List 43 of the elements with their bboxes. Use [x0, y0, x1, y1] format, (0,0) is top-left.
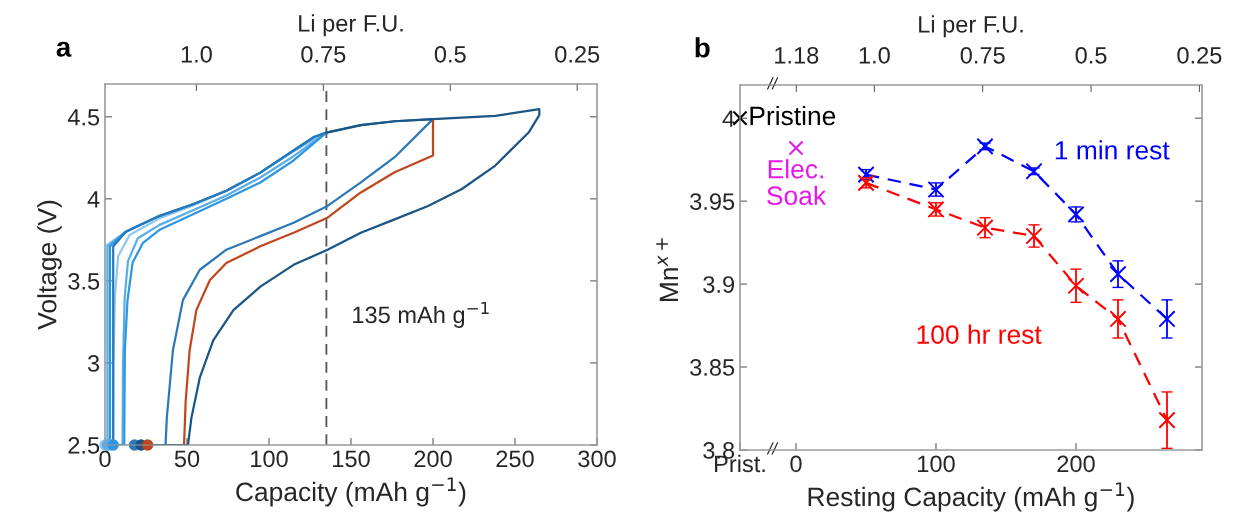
y-tick-label: 3.9	[703, 276, 735, 293]
x-axis-title: Capacity (mAh g$^{−1}$)	[236, 477, 466, 507]
x-tick-label: 150	[333, 450, 370, 468]
x-tick-label: 250	[496, 450, 534, 468]
x2-tick-label: 0.5	[1075, 46, 1107, 64]
y-axis-title: Voltage (V)	[37, 200, 62, 330]
series-label: Elec. Soak	[767, 159, 827, 206]
x-tick-label: 0	[790, 455, 802, 473]
y-axis-title: Mn$^{x+}$	[656, 238, 678, 301]
annotation: //	[766, 77, 779, 90]
chart-title: b	[695, 37, 710, 58]
series-label: 100 hr rest	[917, 324, 1042, 344]
x2-tick-label: 1.18	[775, 46, 819, 64]
chart-title: a	[56, 41, 72, 57]
x-tick-label: 100	[918, 455, 955, 473]
x2-tick-label: 0.75	[960, 46, 1005, 64]
x-tick-label: 50	[174, 450, 200, 468]
x2-tick-label: 1.0	[181, 45, 212, 63]
x-tick-label: 100	[251, 450, 288, 468]
y-tick-label: 4.5	[67, 109, 100, 126]
series-label: 1 min rest	[1055, 140, 1170, 160]
x2-tick-label: 1.0	[859, 46, 890, 64]
y-tick-label: 3.5	[68, 272, 100, 290]
x-tick-label: 200	[1057, 455, 1095, 473]
series-label: Pristine	[750, 105, 836, 126]
x2-tick-label: 0.25	[555, 45, 600, 63]
y-tick-label: 4	[87, 191, 100, 208]
y-tick-label: 4	[722, 110, 735, 127]
x-axis-title: Resting Capacity (mAh g$^{−1}$)	[808, 482, 1134, 512]
x-tick-label: 0	[99, 450, 111, 468]
y-tick-label: 2.5	[68, 437, 100, 454]
annotation: //	[766, 442, 779, 455]
x2-tick-label: 0.5	[434, 45, 466, 63]
x2-tick-label: 0.75	[301, 45, 346, 63]
x2-axis-title: Li per F.U.	[919, 15, 1023, 38]
x2-tick-label: 0.25	[1177, 46, 1222, 64]
x-tick-label: 200	[414, 450, 452, 468]
y-tick-label: 3.85	[690, 359, 735, 376]
ref-line-label: 135 mAh g$^{−1}$	[353, 301, 489, 328]
x2-axis-title: Li per F.U.	[299, 14, 403, 37]
x-tick-label: 300	[578, 450, 616, 468]
y-tick-label: 3	[87, 355, 100, 372]
y-tick-label: 3.95	[690, 193, 735, 210]
